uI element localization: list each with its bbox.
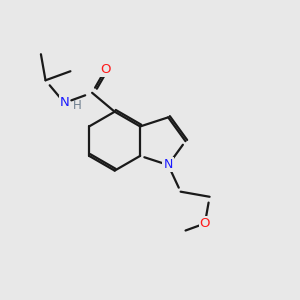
Text: N: N	[60, 96, 69, 110]
Text: H: H	[73, 99, 81, 112]
Text: O: O	[200, 217, 210, 230]
Text: N: N	[164, 158, 173, 172]
Text: O: O	[100, 63, 111, 76]
